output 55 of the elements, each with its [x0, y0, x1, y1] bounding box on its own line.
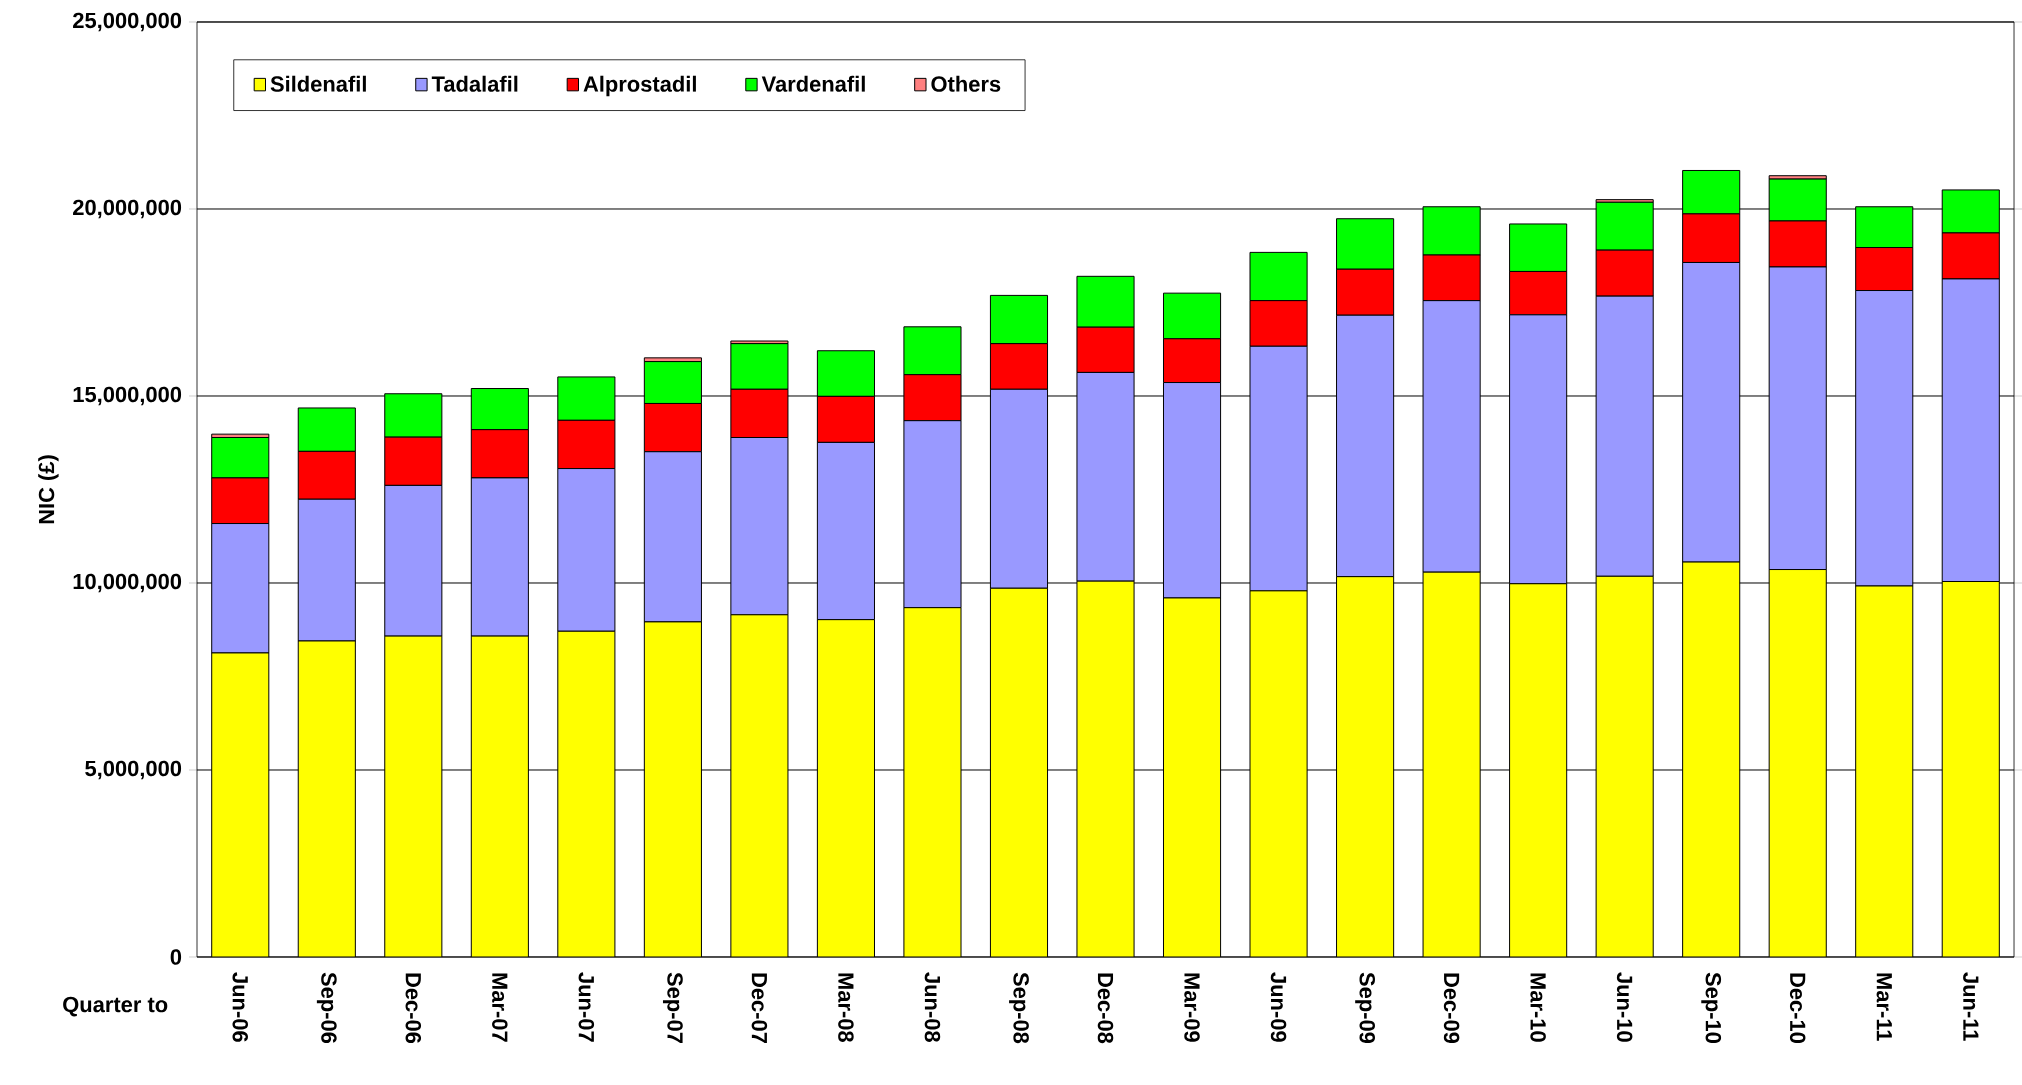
- x-tick-label: Dec-10: [1789, 973, 1806, 1043]
- x-tick-label: Jun-10: [1616, 972, 1633, 1042]
- x-tick-label: Dec-07: [751, 973, 768, 1043]
- bar: [470, 635, 529, 957]
- bar: [1336, 576, 1395, 957]
- x-tick-label: Jun-11: [1963, 972, 1979, 1041]
- x-tick-label: Jun-09: [1270, 972, 1287, 1042]
- x-tick-label: Sep-07: [662, 972, 683, 1043]
- bar: [730, 614, 789, 957]
- bar: [1422, 571, 1481, 957]
- bar: [211, 652, 270, 957]
- legend-label: Others: [931, 75, 1001, 92]
- bar: [1076, 580, 1135, 957]
- x-tick-label: Dec-09: [1443, 973, 1460, 1044]
- bar: [1509, 583, 1568, 957]
- y-tick-label: 5,000,000: [85, 760, 182, 780]
- bar: [1682, 561, 1741, 957]
- x-tick-label: Mar-09: [1184, 973, 1200, 1042]
- bar: [297, 640, 356, 957]
- bar: [1768, 569, 1827, 957]
- x-tick-label: Mar-11: [1876, 973, 1892, 1041]
- bar: [1595, 575, 1654, 957]
- y-tick-label: 20,000,000: [73, 199, 182, 219]
- bar: [1941, 581, 2000, 957]
- legend-label: Tadalafil: [431, 75, 518, 92]
- bar: [1162, 597, 1222, 957]
- legend-label: Alprostadil: [583, 75, 696, 97]
- x-tick-label: Sep-06: [316, 972, 337, 1044]
- bar: [989, 587, 1049, 957]
- x-tick-label: Dec-08: [1097, 973, 1114, 1044]
- x-tick-label: Jun-06: [232, 972, 248, 1042]
- legend-label: Vardenafil: [761, 75, 865, 92]
- bar: [557, 630, 616, 957]
- y-tick-label: 15,000,000: [73, 386, 182, 406]
- x-tick-label: Mar-10: [1530, 973, 1546, 1042]
- x-axis-title: Quarter to: [63, 996, 168, 1017]
- x-tick-label: Mar-08: [838, 973, 854, 1042]
- y-axis-title: NIC (£): [38, 455, 59, 524]
- x-tick-label: Sep-10: [1701, 972, 1722, 1043]
- x-tick-label: Jun-07: [578, 972, 595, 1042]
- x-tick-label: Dec-06: [405, 973, 422, 1044]
- legend-label: Sildenafil: [270, 75, 366, 92]
- x-tick-label: Jun-08: [924, 972, 941, 1042]
- bar: [903, 607, 962, 957]
- x-tick-label: Mar-07: [492, 973, 508, 1042]
- y-tick-label: 0: [170, 949, 182, 965]
- y-tick-label: 25,000,000: [73, 12, 182, 32]
- bar: [384, 635, 443, 957]
- bar: [1249, 590, 1308, 957]
- bar: [816, 619, 875, 957]
- y-tick-label: 10,000,000: [73, 573, 182, 593]
- bar: [1855, 585, 1914, 957]
- x-tick-label: Sep-08: [1009, 972, 1029, 1044]
- bar: [643, 621, 702, 957]
- x-tick-label: Sep-09: [1355, 972, 1375, 1044]
